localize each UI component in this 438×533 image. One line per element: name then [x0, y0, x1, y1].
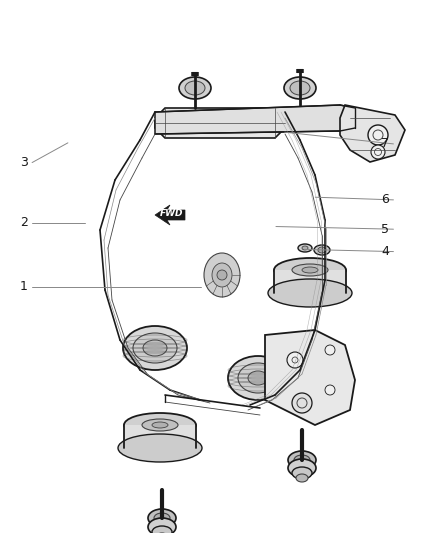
Ellipse shape — [302, 246, 308, 250]
Text: 5: 5 — [381, 223, 389, 236]
Text: FWD: FWD — [160, 208, 184, 217]
Ellipse shape — [154, 513, 170, 523]
Text: 3: 3 — [20, 156, 28, 169]
Ellipse shape — [228, 356, 288, 400]
Ellipse shape — [268, 279, 352, 307]
Ellipse shape — [248, 371, 268, 385]
Circle shape — [217, 270, 227, 280]
Ellipse shape — [152, 526, 172, 533]
Circle shape — [287, 352, 303, 368]
Ellipse shape — [152, 422, 168, 428]
Ellipse shape — [238, 363, 278, 393]
Ellipse shape — [284, 77, 316, 99]
Text: 4: 4 — [381, 245, 389, 258]
Ellipse shape — [148, 518, 176, 533]
Text: 2: 2 — [20, 216, 28, 229]
Polygon shape — [155, 108, 285, 138]
Ellipse shape — [124, 413, 196, 437]
Ellipse shape — [123, 326, 187, 370]
Ellipse shape — [124, 436, 196, 460]
Text: 7: 7 — [381, 138, 389, 150]
Ellipse shape — [179, 77, 211, 99]
Ellipse shape — [292, 264, 328, 276]
Ellipse shape — [318, 247, 326, 253]
Circle shape — [292, 393, 312, 413]
Ellipse shape — [296, 474, 308, 482]
Polygon shape — [155, 205, 185, 225]
Polygon shape — [265, 330, 355, 425]
Ellipse shape — [302, 267, 318, 273]
Ellipse shape — [204, 253, 240, 297]
Ellipse shape — [288, 459, 316, 477]
Circle shape — [368, 125, 388, 145]
Ellipse shape — [133, 333, 177, 363]
Circle shape — [325, 345, 335, 355]
Ellipse shape — [274, 281, 346, 305]
Polygon shape — [155, 105, 355, 134]
Text: 1: 1 — [20, 280, 28, 293]
Ellipse shape — [294, 455, 310, 465]
Ellipse shape — [288, 451, 316, 469]
Ellipse shape — [142, 419, 178, 431]
Ellipse shape — [118, 434, 202, 462]
Ellipse shape — [314, 245, 330, 255]
Polygon shape — [124, 425, 196, 448]
Ellipse shape — [292, 467, 312, 479]
Ellipse shape — [148, 509, 176, 527]
Ellipse shape — [212, 263, 232, 287]
Circle shape — [371, 145, 385, 159]
Circle shape — [325, 385, 335, 395]
Ellipse shape — [290, 81, 310, 95]
Text: 6: 6 — [381, 193, 389, 206]
Polygon shape — [274, 270, 346, 293]
Ellipse shape — [274, 258, 346, 282]
Ellipse shape — [185, 81, 205, 95]
Ellipse shape — [143, 340, 167, 356]
Polygon shape — [340, 105, 405, 162]
Ellipse shape — [298, 244, 312, 252]
